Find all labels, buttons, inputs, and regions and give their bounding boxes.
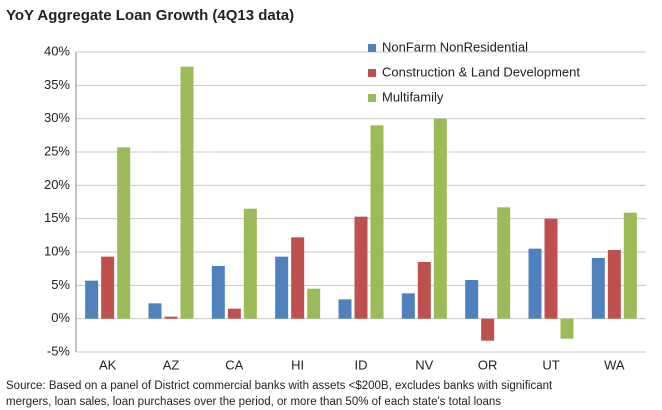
y-tick-label: 35% (44, 77, 70, 92)
bar (497, 207, 511, 319)
bar (164, 316, 178, 319)
x-tick-label: NV (415, 357, 433, 372)
bar (544, 218, 558, 319)
bar (528, 248, 542, 319)
y-tick-label: 10% (44, 243, 70, 258)
bar (180, 66, 194, 319)
bar (623, 212, 637, 319)
bar (401, 293, 415, 319)
bar (370, 125, 384, 319)
legend-label: NonFarm NonResidential (382, 39, 528, 54)
x-tick-label: HI (291, 357, 304, 372)
bar (148, 303, 162, 319)
x-tick-label: ID (355, 357, 368, 372)
bar (211, 266, 225, 319)
chart-title: YoY Aggregate Loan Growth (4Q13 data) (6, 7, 294, 24)
source-note: mergers, loan sales, loan purchases over… (6, 396, 501, 408)
x-tick-label: OR (478, 357, 498, 372)
legend-swatch (368, 69, 376, 77)
bar (101, 256, 115, 319)
bar (607, 250, 621, 319)
bar (243, 208, 257, 319)
legend-swatch (368, 94, 376, 102)
y-tick-label: 5% (51, 277, 70, 292)
bar (591, 258, 605, 319)
y-tick-label: 30% (44, 110, 70, 125)
bar (481, 318, 495, 341)
bar (433, 118, 447, 319)
bar (338, 299, 352, 319)
y-tick-label: 15% (44, 210, 70, 225)
x-tick-label: WA (604, 357, 625, 372)
bar (417, 262, 431, 319)
bar (354, 216, 368, 319)
bar (117, 147, 131, 319)
bar (307, 288, 321, 319)
x-tick-label: CA (225, 357, 243, 372)
source-note: Source: Based on a panel of District com… (6, 380, 553, 392)
bar (85, 280, 99, 319)
legend-swatch (368, 44, 376, 52)
y-tick-label: 25% (44, 143, 70, 158)
bar (275, 256, 289, 319)
bar (560, 318, 574, 339)
bar (291, 237, 305, 319)
x-tick-label: AK (99, 357, 117, 372)
y-tick-label: -5% (47, 343, 71, 358)
bar (227, 308, 241, 319)
x-tick-label: AZ (163, 357, 180, 372)
y-tick-label: 40% (44, 43, 70, 58)
legend-label: Construction & Land Development (382, 64, 580, 79)
x-tick-label: UT (542, 357, 559, 372)
bar (465, 280, 479, 319)
legend-label: Multifamily (382, 89, 444, 104)
y-tick-label: 20% (44, 177, 70, 192)
y-tick-label: 0% (51, 310, 70, 325)
